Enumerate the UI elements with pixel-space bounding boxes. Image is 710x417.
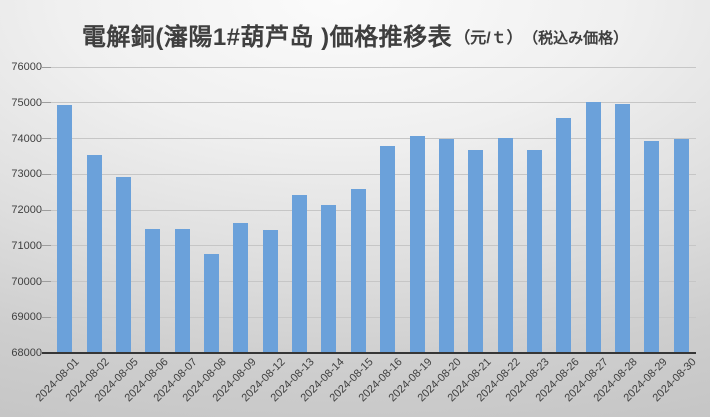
bar-2024-08-13 <box>292 194 308 352</box>
bar-2024-08-07 <box>174 228 190 352</box>
bar-2024-08-19 <box>409 135 425 352</box>
bar-2024-08-28 <box>615 103 631 352</box>
gridline-75000 <box>50 102 696 104</box>
plot-area <box>42 66 696 354</box>
chart-title-note: （税込み価格） <box>530 30 629 47</box>
y-tick-73000 <box>42 173 51 175</box>
gridline-73000 <box>50 173 696 175</box>
y-axis-label: 70000 <box>11 275 42 288</box>
bar-2024-08-27 <box>585 101 601 352</box>
y-axis-label: 73000 <box>11 168 42 181</box>
gridline-71000 <box>50 245 696 247</box>
gridline-69000 <box>50 316 696 318</box>
chart-title: 電解銅(瀋陽1#葫芦岛 )価格推移表 （元/ｔ） （税込み価格） <box>0 17 710 52</box>
bar-2024-08-22 <box>497 137 513 352</box>
bar-2024-08-09 <box>233 223 249 352</box>
y-axis-label: 71000 <box>11 239 42 252</box>
y-tick-71000 <box>42 245 51 247</box>
bar-2024-08-29 <box>644 141 660 352</box>
bar-2024-08-20 <box>438 139 454 352</box>
bar-2024-08-12 <box>262 230 278 352</box>
bar-2024-08-23 <box>527 150 542 352</box>
bar-2024-08-01 <box>57 105 73 352</box>
y-tick-69000 <box>42 316 51 318</box>
chart-title-unit: （元/ｔ） <box>454 30 523 47</box>
bar-2024-08-08 <box>204 253 219 352</box>
bar-2024-08-16 <box>380 146 396 352</box>
gridline-74000 <box>50 138 696 139</box>
y-axis-label: 68000 <box>11 347 42 359</box>
bar-2024-08-15 <box>350 189 366 352</box>
y-tick-75000 <box>42 102 51 104</box>
y-tick-70000 <box>42 281 51 282</box>
bar-2024-08-21 <box>468 150 484 352</box>
gridline-76000 <box>50 66 696 68</box>
y-axis-label: 74000 <box>11 132 42 145</box>
x-axis-line <box>42 352 696 354</box>
bar-2024-08-26 <box>556 117 572 352</box>
bar-2024-08-05 <box>115 176 131 352</box>
y-tick-72000 <box>42 209 51 211</box>
bar-2024-08-02 <box>86 155 102 352</box>
gridline-72000 <box>50 209 696 211</box>
bar-2024-08-30 <box>673 139 689 352</box>
y-tick-76000 <box>42 66 51 68</box>
bar-2024-08-06 <box>145 228 161 352</box>
bar-2024-08-14 <box>321 205 337 352</box>
gridline-70000 <box>50 281 696 282</box>
y-axis-label: 75000 <box>11 96 42 109</box>
y-axis-label: 76000 <box>11 61 42 73</box>
chart-title-main: 電解銅(瀋陽1#葫芦岛 )価格推移表 <box>81 24 453 51</box>
y-tick-74000 <box>42 138 51 139</box>
y-axis-label: 69000 <box>11 311 42 324</box>
y-axis-label: 72000 <box>11 204 42 216</box>
